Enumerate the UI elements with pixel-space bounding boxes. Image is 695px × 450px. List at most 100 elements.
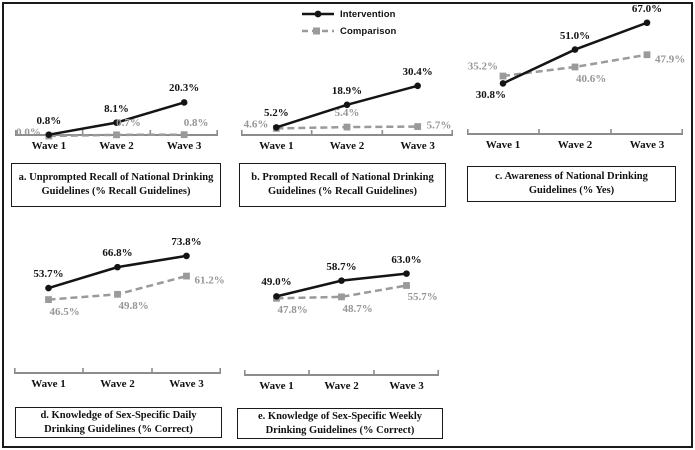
intervention-data-label: 20.3%	[169, 82, 200, 95]
x-axis-labels: Wave 1 Wave 2 Wave 3	[15, 140, 218, 152]
category-label: Wave 3	[169, 378, 204, 390]
intervention-data-label: 18.9%	[331, 84, 363, 97]
comparison-marker	[499, 72, 507, 80]
chart-caption: a. Unprompted Recall of National Drinkin…	[11, 163, 221, 207]
intervention-marker	[343, 101, 351, 109]
comparison-marker	[114, 290, 121, 298]
intervention-data-label: 73.8%	[171, 235, 202, 248]
category-label: Wave 1	[259, 140, 294, 152]
intervention-data-label: 67.0%	[631, 2, 663, 15]
comparison-data-label: 47.9%	[655, 53, 686, 66]
comparison-marker	[183, 272, 190, 280]
intervention-data-label: 0.8%	[36, 114, 62, 127]
intervention-marker	[45, 284, 52, 292]
legend: Intervention Comparison	[300, 6, 396, 40]
comparison-line-sample-icon	[300, 24, 336, 38]
intervention-marker	[273, 293, 280, 300]
comparison-data-label: 0.8%	[183, 116, 209, 129]
intervention-marker	[571, 46, 579, 53]
comparison-marker	[45, 296, 52, 303]
comparison-data-label: 0.7%	[116, 116, 141, 129]
intervention-data-label: 8.1%	[104, 102, 129, 115]
chart-caption: d. Knowledge of Sex-Specific Daily Drink…	[15, 407, 222, 438]
comparison-marker	[414, 123, 422, 130]
comparison-marker	[338, 293, 345, 301]
intervention-data-label: 30.4%	[402, 65, 433, 78]
intervention-line	[276, 272, 407, 298]
comparison-data-label: 0.0%	[16, 126, 41, 139]
intervention-marker	[403, 270, 410, 277]
category-label: Wave 1	[259, 380, 294, 392]
comparison-data-label: 49.8%	[118, 300, 149, 313]
comparison-marker	[343, 123, 351, 131]
intervention-marker	[114, 263, 121, 271]
intervention-marker	[414, 82, 421, 90]
chart-caption: e. Knowledge of Sex-Specific Weekly Drin…	[237, 408, 443, 439]
intervention-marker	[45, 131, 53, 138]
comparison-marker	[403, 282, 410, 289]
x-axis-labels: Wave 1 Wave 2 Wave 3	[241, 140, 453, 152]
intervention-data-label: 63.0%	[391, 253, 422, 266]
plot-area: 49.0% 58.7% 63.0% 47.8% 48.7% 55.7%	[244, 246, 439, 376]
intervention-line-sample-icon	[300, 7, 336, 21]
comparison-marker	[180, 131, 188, 139]
plot-area: 30.8% 51.0% 67.0% 35.2% 40.6% 47.9%	[467, 2, 686, 135]
legend-label-comparison: Comparison	[340, 25, 397, 37]
comparison-data-label: 40.6%	[576, 72, 607, 85]
intervention-data-label: 51.0%	[559, 29, 591, 42]
intervention-marker	[643, 19, 651, 27]
intervention-marker	[113, 119, 120, 126]
intervention-data-label: 53.7%	[33, 268, 64, 281]
category-label: Wave 2	[99, 140, 134, 152]
comparison-marker	[643, 51, 651, 59]
intervention-data-label: 5.2%	[263, 107, 289, 120]
category-label: Wave 2	[324, 380, 359, 392]
plot-canvas	[467, 19, 683, 135]
category-label: Wave 1	[31, 140, 67, 152]
category-label: Wave 1	[31, 378, 66, 390]
legend-item-intervention: Intervention	[300, 6, 396, 22]
plot-canvas	[241, 82, 453, 136]
category-label: Wave 1	[485, 139, 521, 151]
comparison-data-label: 55.7%	[407, 291, 438, 304]
plot-area: 5.2% 18.9% 30.4% 4.6% 5.4% 5.7%	[241, 60, 453, 136]
category-label: Wave 3	[166, 140, 202, 152]
intervention-line	[48, 254, 187, 290]
comparison-marker	[113, 131, 120, 139]
intervention-data-label: 30.8%	[475, 89, 506, 102]
category-label: Wave 3	[629, 139, 665, 151]
intervention-marker	[338, 277, 345, 284]
x-axis-labels: Wave 1 Wave 2 Wave 3	[467, 139, 683, 151]
comparison-data-label: 46.5%	[49, 305, 80, 318]
intervention-data-label: 49.0%	[261, 276, 292, 289]
legend-label-intervention: Intervention	[340, 8, 396, 20]
intervention-marker	[183, 252, 190, 260]
legend-item-comparison: Comparison	[300, 23, 396, 39]
plot-area: 0.8% 8.1% 20.3% 0.0% 0.7% 0.8%	[15, 60, 218, 140]
chart-caption: c. Awareness of National Drinking Guidel…	[467, 166, 676, 202]
category-label: Wave 2	[557, 139, 593, 151]
category-label: Wave 3	[400, 140, 435, 152]
comparison-data-label: 47.8%	[277, 304, 308, 317]
x-axis-labels: Wave 1 Wave 2 Wave 3	[14, 378, 221, 390]
intervention-marker	[273, 124, 280, 131]
comparison-data-label: 4.6%	[243, 118, 269, 131]
category-label: Wave 2	[329, 140, 365, 152]
plot-canvas	[15, 99, 218, 140]
chart-caption: b. Prompted Recall of National Drinking …	[239, 163, 446, 207]
plot-canvas	[244, 270, 439, 376]
category-label: Wave 3	[389, 380, 424, 392]
intervention-marker	[499, 80, 507, 87]
plot-area: 53.7% 66.8% 73.8% 46.5% 49.8% 61.2%	[14, 236, 225, 374]
comparison-data-label: 5.4%	[334, 107, 360, 120]
x-axis-labels: Wave 1 Wave 2 Wave 3	[244, 380, 439, 392]
intervention-marker	[180, 99, 188, 106]
comparison-data-label: 5.7%	[426, 119, 452, 132]
comparison-marker	[571, 63, 579, 71]
category-label: Wave 2	[100, 378, 135, 390]
intervention-data-label: 66.8%	[102, 247, 133, 260]
comparison-data-label: 61.2%	[194, 274, 225, 287]
comparison-data-label: 48.7%	[342, 302, 373, 315]
comparison-data-label: 35.2%	[467, 60, 498, 73]
